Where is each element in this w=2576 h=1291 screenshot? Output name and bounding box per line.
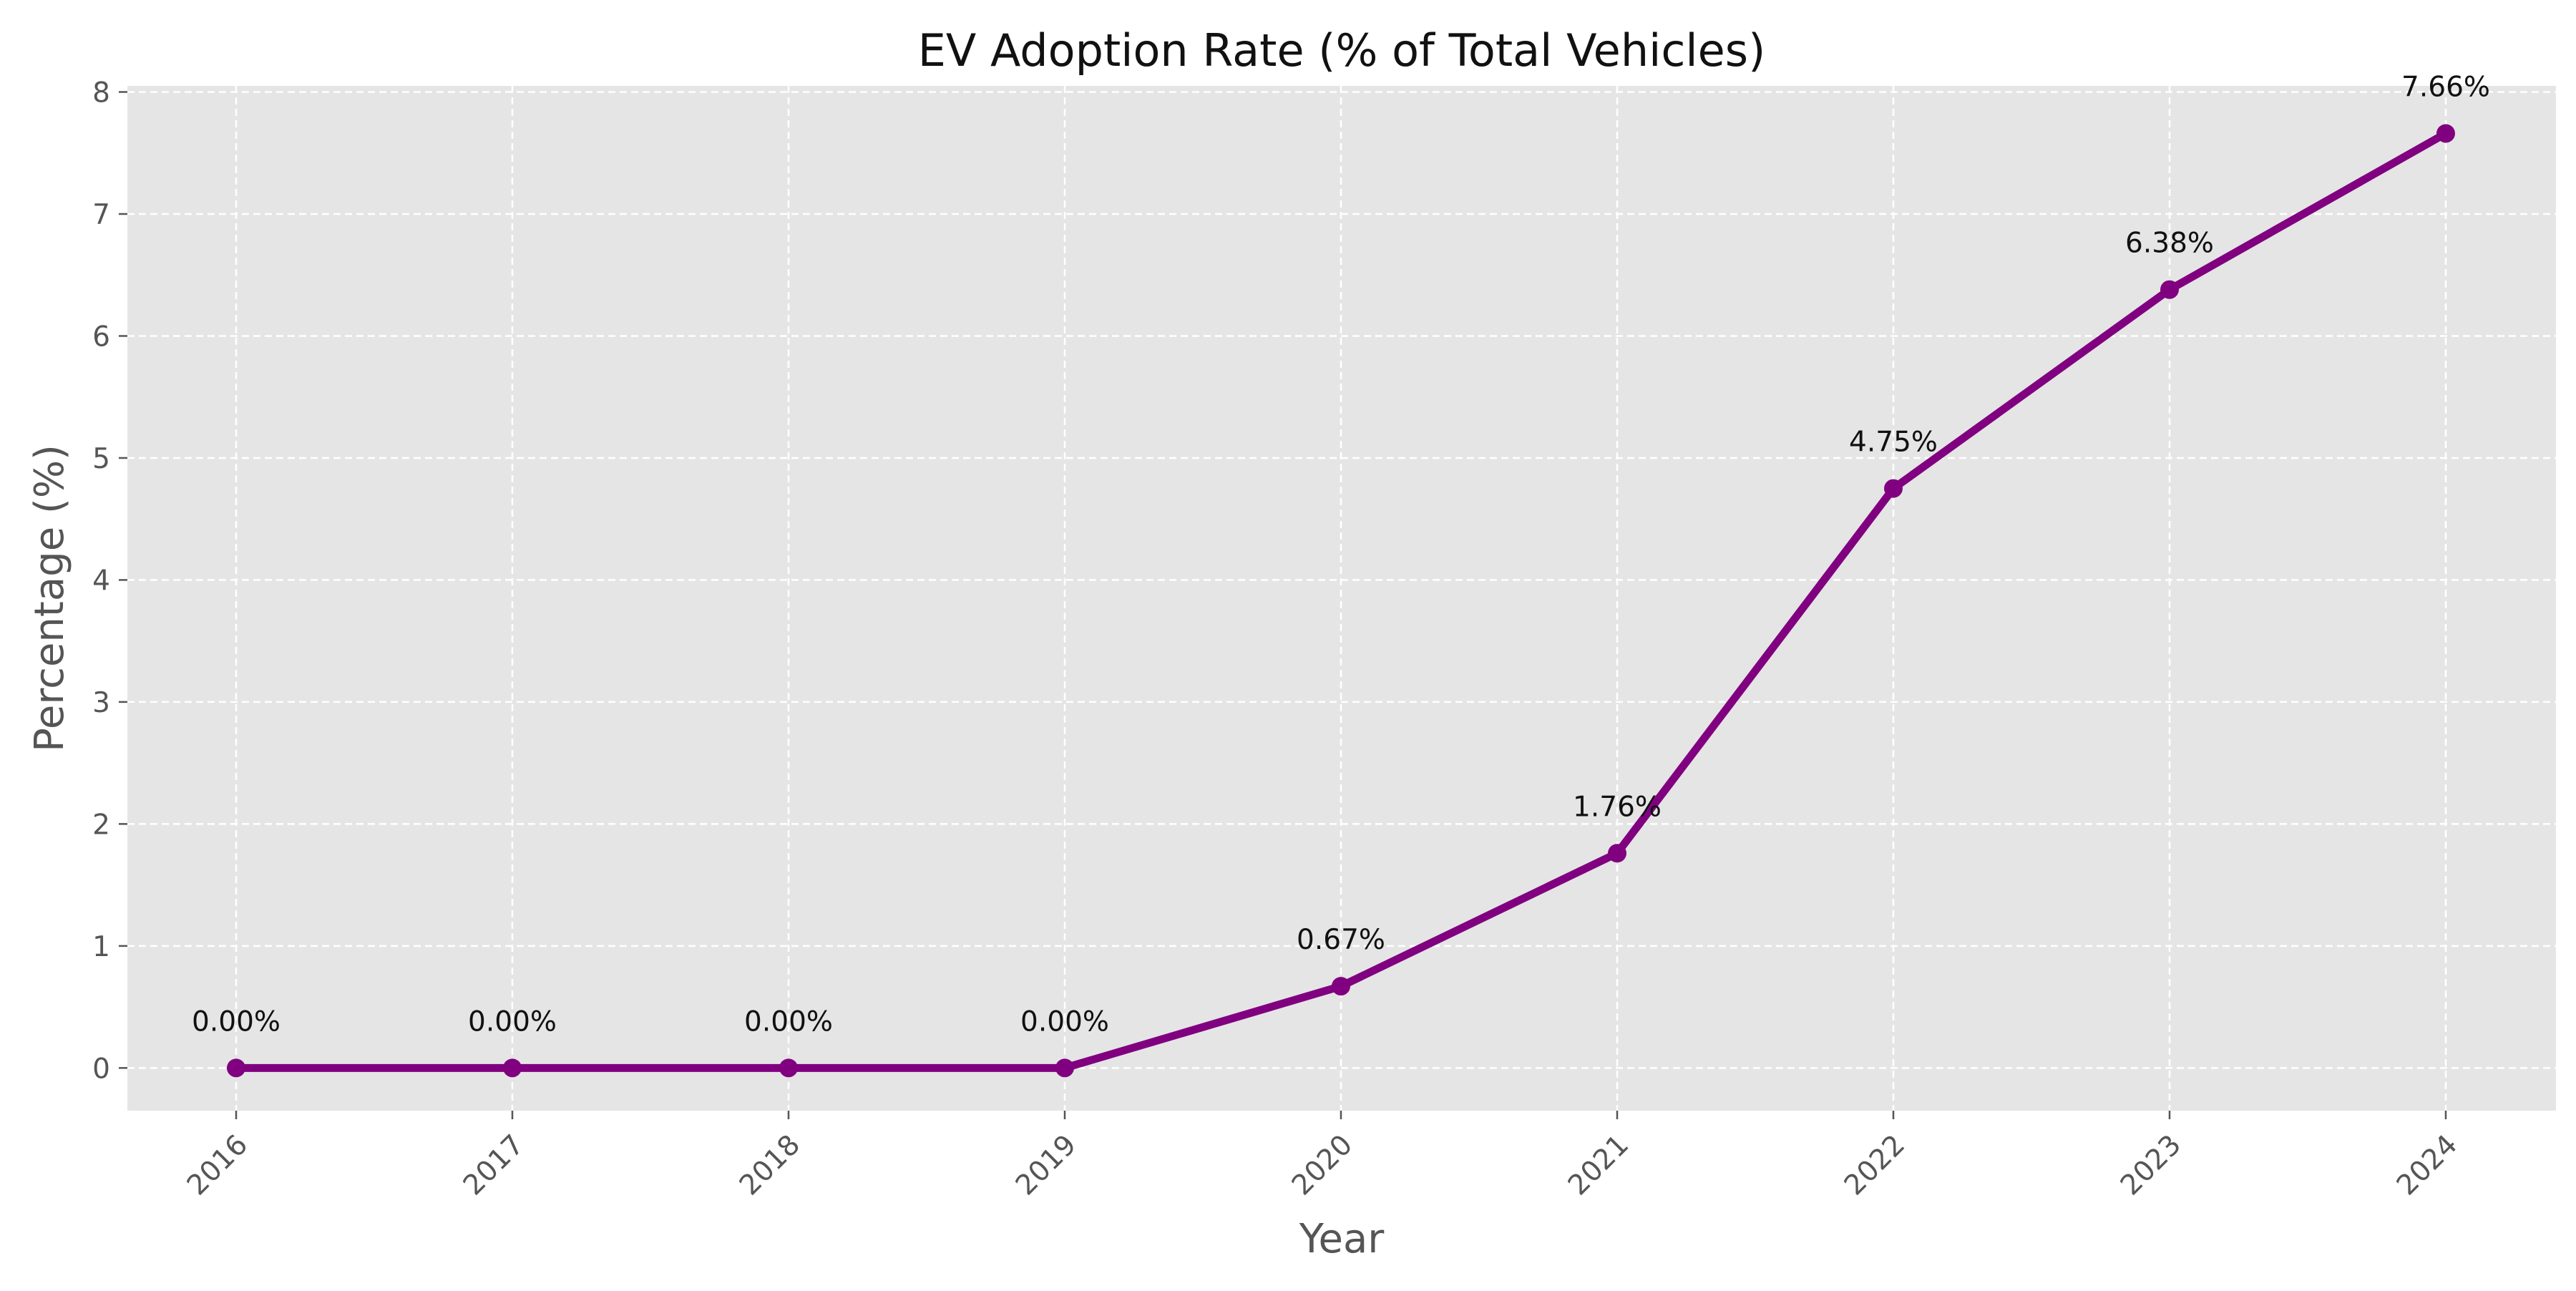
y-tick-label: 2 bbox=[92, 809, 110, 841]
series-layer bbox=[227, 124, 2455, 1078]
y-tick-label: 5 bbox=[92, 443, 110, 475]
y-tick-label: 6 bbox=[92, 321, 110, 353]
data-point bbox=[1884, 479, 1903, 498]
data-label: 0.67% bbox=[1297, 924, 1385, 956]
data-point bbox=[2436, 124, 2455, 143]
y-tick-label: 8 bbox=[92, 77, 110, 109]
x-tick-label: 2022 bbox=[1838, 1129, 1911, 1202]
data-labels: 0.00% 0.00% 0.00% 0.00% 0.67% 1.76% 4.75% 6.38%… bbox=[192, 71, 2490, 1038]
data-label: 7.66% bbox=[2401, 71, 2490, 103]
data-point bbox=[1608, 844, 1626, 863]
data-label: 0.00% bbox=[468, 1005, 557, 1038]
x-tick-label: 2016 bbox=[181, 1129, 254, 1202]
x-tick-label: 2024 bbox=[2391, 1129, 2464, 1202]
x-axis-label: Year bbox=[1299, 1216, 1385, 1262]
data-point bbox=[503, 1058, 522, 1078]
x-tick-label: 2021 bbox=[1562, 1129, 1635, 1202]
x-tick-label: 2019 bbox=[1010, 1129, 1083, 1202]
data-point bbox=[227, 1058, 245, 1078]
x-tick-label: 2023 bbox=[2114, 1129, 2187, 1202]
y-tick-label: 3 bbox=[92, 687, 110, 719]
data-label: 4.75% bbox=[1849, 427, 1938, 459]
x-tick-label: 2020 bbox=[1286, 1129, 1359, 1202]
chart-title: EV Adoption Rate (% of Total Vehicles) bbox=[918, 24, 1766, 77]
y-axis-label: Percentage (%) bbox=[26, 444, 73, 752]
x-tick-label: 2017 bbox=[457, 1129, 530, 1202]
y-tick-label: 0 bbox=[92, 1053, 110, 1085]
data-point bbox=[1055, 1058, 1074, 1078]
data-label: 0.00% bbox=[744, 1005, 833, 1038]
data-label: 0.00% bbox=[192, 1005, 280, 1038]
data-label: 0.00% bbox=[1020, 1005, 1109, 1038]
data-point bbox=[2160, 280, 2179, 299]
data-point bbox=[779, 1058, 798, 1078]
y-tick-label: 1 bbox=[92, 931, 110, 963]
data-label: 1.76% bbox=[1573, 791, 1662, 823]
data-point bbox=[1332, 977, 1350, 996]
data-label: 6.38% bbox=[2125, 228, 2214, 260]
x-tick-label: 2018 bbox=[733, 1129, 806, 1202]
y-tick-label: 7 bbox=[92, 199, 110, 231]
y-tick-label: 4 bbox=[92, 565, 110, 597]
